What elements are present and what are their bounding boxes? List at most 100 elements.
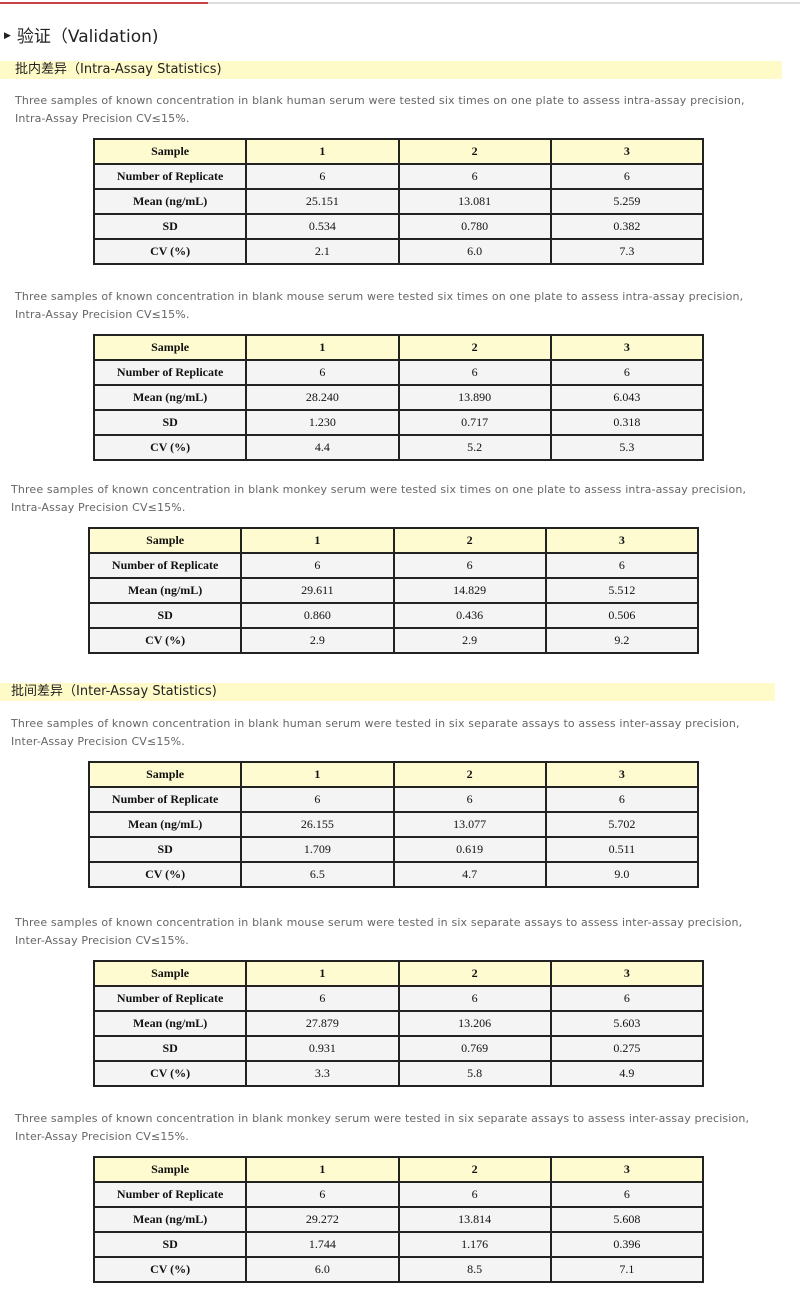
row-label-cell: SD — [92, 1231, 248, 1258]
table-cell: 5.608 — [549, 1206, 705, 1233]
table-row: Number of Replicate 6 6 6 — [87, 552, 700, 579]
table-cell: 1 — [240, 761, 395, 788]
table-cell: 1.230 — [245, 409, 400, 436]
table-cell: 13.081 — [397, 188, 552, 215]
table-row: CV (%) 6.0 8.5 7.1 — [92, 1256, 705, 1283]
table-cell: 5.3 — [549, 434, 705, 461]
table-cell: 8.5 — [397, 1256, 552, 1283]
table-row: CV (%) 3.3 5.8 4.9 — [92, 1060, 705, 1087]
table-cell: 28.240 — [245, 384, 400, 411]
active-indicator — [0, 2, 208, 4]
table-cell: 6.0 — [397, 238, 552, 265]
table-cell: 6 — [245, 359, 400, 386]
table-cell: 6 — [544, 786, 700, 813]
top-divider — [0, 2, 800, 4]
table-cell: 5.2 — [397, 434, 552, 461]
table-row: Mean (ng/mL) 25.151 13.081 5.259 — [92, 188, 705, 215]
table-cell: 1 — [240, 527, 395, 554]
row-label-cell: Mean (ng/mL) — [92, 188, 248, 215]
table-cell: 2 — [397, 334, 552, 361]
table-cell: 1 — [245, 138, 400, 165]
table-cell: 6 — [245, 163, 400, 190]
table-cell: 3 — [549, 1156, 705, 1183]
row-label-cell: Mean (ng/mL) — [92, 1010, 248, 1037]
row-label-cell: Sample — [87, 527, 243, 554]
row-label-cell: CV (%) — [92, 434, 248, 461]
row-label-cell: Mean (ng/mL) — [92, 384, 248, 411]
table-row: CV (%) 4.4 5.2 5.3 — [92, 434, 705, 461]
row-label-cell: SD — [92, 409, 248, 436]
statistics-table: Sample 1 2 3 Number of Replicate 6 6 6 Mean (ng/… — [87, 761, 700, 888]
table-cell: 3 — [549, 334, 705, 361]
table-row: Mean (ng/mL) 27.879 13.206 5.603 — [92, 1010, 705, 1037]
section-heading: 批间差异（Inter-Assay Statistics) — [0, 683, 775, 701]
description-text: Three samples of known concentration in … — [15, 1112, 750, 1143]
page-title-text: 验证（Validation) — [16, 27, 159, 47]
table-row: SD 1.230 0.717 0.318 — [92, 409, 705, 436]
table-cell: 27.879 — [245, 1010, 400, 1037]
table-cell: 3 — [544, 527, 700, 554]
section-heading-text: 批内差异（Intra-Assay Statistics) — [15, 62, 222, 77]
row-label-cell: Sample — [92, 138, 248, 165]
table-row: SD 1.709 0.619 0.511 — [87, 836, 700, 863]
statistics-table: Sample 1 2 3 Number of Replicate 6 6 6 Mean (ng/… — [92, 1156, 705, 1283]
table-cell: 13.890 — [397, 384, 552, 411]
table-cell: 4.9 — [549, 1060, 705, 1087]
row-label-cell: Number of Replicate — [92, 359, 248, 386]
table-row: Number of Replicate 6 6 6 — [87, 786, 700, 813]
table-cell: 6 — [240, 786, 395, 813]
table-row: CV (%) 6.5 4.7 9.0 — [87, 861, 700, 888]
row-label-cell: Sample — [92, 334, 248, 361]
table-header-row: Sample 1 2 3 — [87, 761, 700, 788]
description-text: Three samples of known concentration in … — [15, 94, 745, 125]
triangle-bullet-icon: ▶ — [4, 31, 11, 41]
table-header-row: Sample 1 2 3 — [92, 334, 705, 361]
table-row: CV (%) 2.1 6.0 7.3 — [92, 238, 705, 265]
table-cell: 6 — [245, 1181, 400, 1208]
table-cell: 9.2 — [544, 627, 700, 654]
description-text: Three samples of known concentration in … — [15, 916, 743, 947]
table-cell: 4.7 — [392, 861, 547, 888]
table-row: CV (%) 2.9 2.9 9.2 — [87, 627, 700, 654]
table-row: SD 0.534 0.780 0.382 — [92, 213, 705, 240]
table-cell: 6 — [549, 163, 705, 190]
table-cell: 0.619 — [392, 836, 547, 863]
row-label-cell: Sample — [92, 960, 248, 987]
table-cell: 0.511 — [544, 836, 700, 863]
row-label-cell: CV (%) — [87, 627, 243, 654]
table-cell: 1 — [245, 334, 400, 361]
table-cell: 6 — [397, 985, 552, 1012]
table-cell: 0.780 — [397, 213, 552, 240]
row-label-cell: SD — [87, 602, 243, 629]
table-row: Number of Replicate 6 6 6 — [92, 1181, 705, 1208]
table-cell: 0.931 — [245, 1035, 400, 1062]
row-label-cell: Number of Replicate — [92, 985, 248, 1012]
row-label-cell: CV (%) — [87, 861, 243, 888]
table-cell: 2.9 — [392, 627, 547, 654]
table-cell: 2.1 — [245, 238, 400, 265]
table-header-row: Sample 1 2 3 — [92, 1156, 705, 1183]
table-cell: 6.5 — [240, 861, 395, 888]
table-cell: 6 — [397, 359, 552, 386]
row-label-cell: SD — [87, 836, 243, 863]
table-cell: 1.709 — [240, 836, 395, 863]
table-cell: 6 — [397, 1181, 552, 1208]
statistics-table: Sample 1 2 3 Number of Replicate 6 6 6 Mean (ng/… — [92, 138, 705, 265]
row-label-cell: Number of Replicate — [87, 786, 243, 813]
row-label-cell: Mean (ng/mL) — [87, 811, 243, 838]
page-title: ▶ 验证（Validation) — [4, 22, 159, 47]
table-header-row: Sample 1 2 3 — [87, 527, 700, 554]
table-cell: 6 — [245, 985, 400, 1012]
row-label-cell: Sample — [87, 761, 243, 788]
table-cell: 0.436 — [392, 602, 547, 629]
row-label-cell: SD — [92, 1035, 248, 1062]
table-cell: 5.603 — [549, 1010, 705, 1037]
table-cell: 6 — [392, 786, 547, 813]
table-cell: 2 — [397, 1156, 552, 1183]
table-cell: 2 — [392, 761, 547, 788]
table-row: Number of Replicate 6 6 6 — [92, 163, 705, 190]
table-cell: 0.860 — [240, 602, 395, 629]
row-label-cell: Mean (ng/mL) — [87, 577, 243, 604]
statistics-table: Sample 1 2 3 Number of Replicate 6 6 6 Mean (ng/… — [92, 960, 705, 1087]
description-text: Three samples of known concentration in … — [11, 483, 747, 514]
